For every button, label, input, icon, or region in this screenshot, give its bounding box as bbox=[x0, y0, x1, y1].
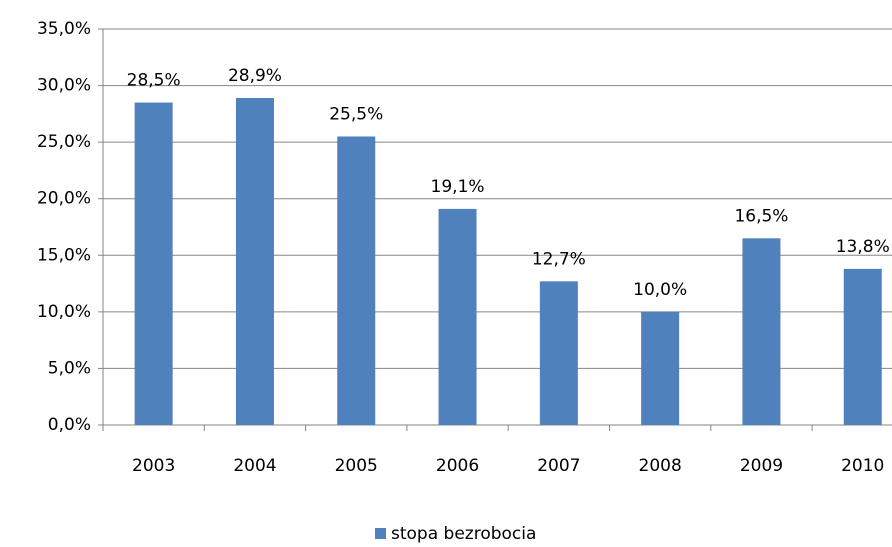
bar bbox=[438, 208, 477, 425]
data-label: 12,7% bbox=[532, 249, 586, 269]
y-tick-label: 20,0% bbox=[37, 189, 91, 209]
y-tick-label: 25,0% bbox=[37, 132, 91, 152]
data-label: 28,5% bbox=[127, 71, 181, 91]
data-label: 13,8% bbox=[836, 237, 890, 257]
legend-swatch bbox=[375, 528, 386, 539]
data-label: 25,5% bbox=[329, 104, 383, 124]
x-tick-label: 2009 bbox=[740, 456, 783, 476]
bar bbox=[134, 102, 173, 426]
y-tick-label: 10,0% bbox=[37, 302, 91, 322]
y-tick-label: 15,0% bbox=[37, 245, 91, 265]
bar bbox=[843, 268, 882, 425]
y-tick-label: 30,0% bbox=[37, 76, 91, 96]
x-tick-label: 2008 bbox=[639, 456, 682, 476]
legend-label: stopa bezrobocia bbox=[391, 524, 536, 544]
x-tick-label: 2003 bbox=[132, 456, 175, 476]
y-tick-label: 0,0% bbox=[48, 415, 91, 435]
data-label: 19,1% bbox=[431, 177, 485, 197]
y-tick-label: 5,0% bbox=[48, 358, 91, 378]
x-tick-label: 2010 bbox=[841, 456, 884, 476]
x-tick-label: 2006 bbox=[436, 456, 479, 476]
bar bbox=[641, 311, 680, 425]
data-label: 28,9% bbox=[228, 66, 282, 86]
bar bbox=[337, 136, 376, 425]
data-label: 10,0% bbox=[633, 280, 687, 300]
x-tick-label: 2004 bbox=[233, 456, 276, 476]
data-label: 16,5% bbox=[734, 206, 788, 226]
bar bbox=[742, 238, 781, 425]
x-tick-label: 2005 bbox=[335, 456, 378, 476]
bar bbox=[539, 281, 578, 425]
bar bbox=[235, 98, 274, 425]
y-tick-label: 35,0% bbox=[37, 19, 91, 39]
x-tick-label: 2007 bbox=[537, 456, 580, 476]
